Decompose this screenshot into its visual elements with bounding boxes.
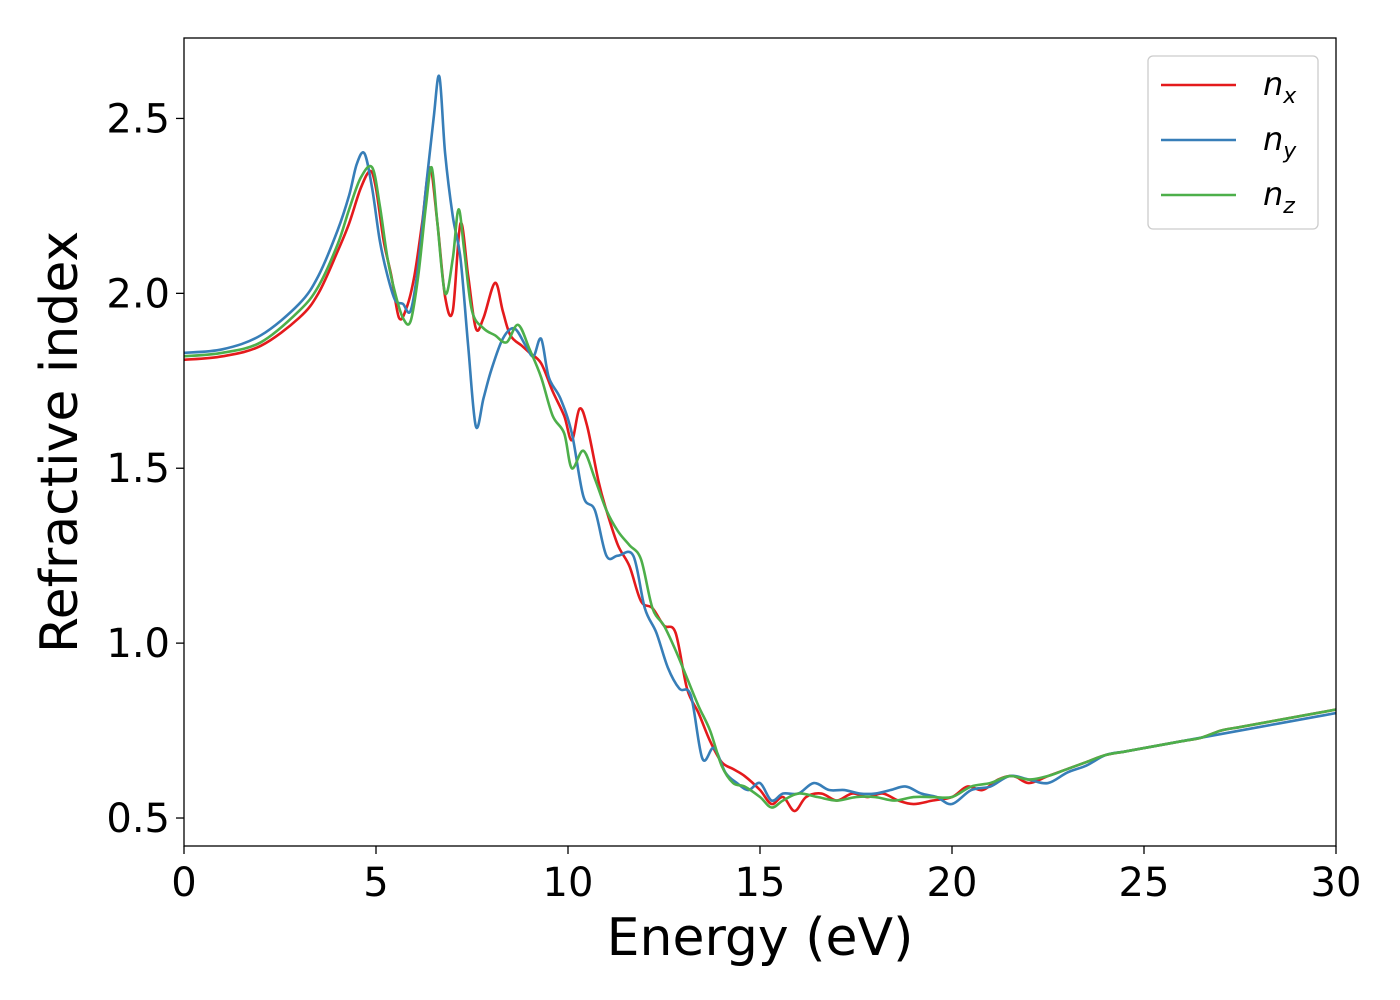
- legend-label-nx: nx: [1263, 65, 1297, 109]
- legend-label-base: n: [1263, 65, 1283, 103]
- x-axis-label: Energy (eV): [607, 908, 914, 968]
- x-tick-label: 20: [927, 860, 978, 906]
- legend-label-base: n: [1263, 120, 1283, 158]
- legend-box: [1147, 55, 1319, 230]
- y-axis: 0.5 1.0 1.5 2.0 2.5: [106, 96, 184, 842]
- x-tick-label: 15: [735, 860, 786, 906]
- series-line-nx: [184, 166, 1336, 813]
- x-tick-label: 0: [171, 860, 196, 906]
- x-tick-label: 30: [1311, 860, 1362, 906]
- legend-label-base: n: [1263, 175, 1283, 213]
- series-line-ny: [184, 74, 1336, 806]
- series-layer: [184, 74, 1336, 813]
- series-line-nz: [184, 164, 1336, 809]
- legend-label-subscript: y: [1282, 139, 1297, 164]
- x-tick-label: 25: [1119, 860, 1170, 906]
- legend-label-ny: ny: [1263, 120, 1297, 164]
- legend-label-nz: nz: [1263, 175, 1295, 219]
- x-axis: 0 5 10 15 20 25 30: [171, 846, 1361, 906]
- y-axis-label: Refractive index: [30, 231, 90, 653]
- legend-label-subscript: z: [1282, 194, 1295, 219]
- y-tick-label: 1.0: [106, 621, 170, 667]
- y-tick-label: 2.0: [106, 271, 170, 317]
- legend-label-subscript: x: [1282, 84, 1297, 109]
- y-tick-label: 2.5: [106, 96, 170, 142]
- y-tick-label: 1.5: [106, 446, 170, 492]
- x-tick-label: 5: [363, 860, 388, 906]
- y-tick-label: 0.5: [106, 796, 170, 842]
- x-tick-label: 10: [543, 860, 594, 906]
